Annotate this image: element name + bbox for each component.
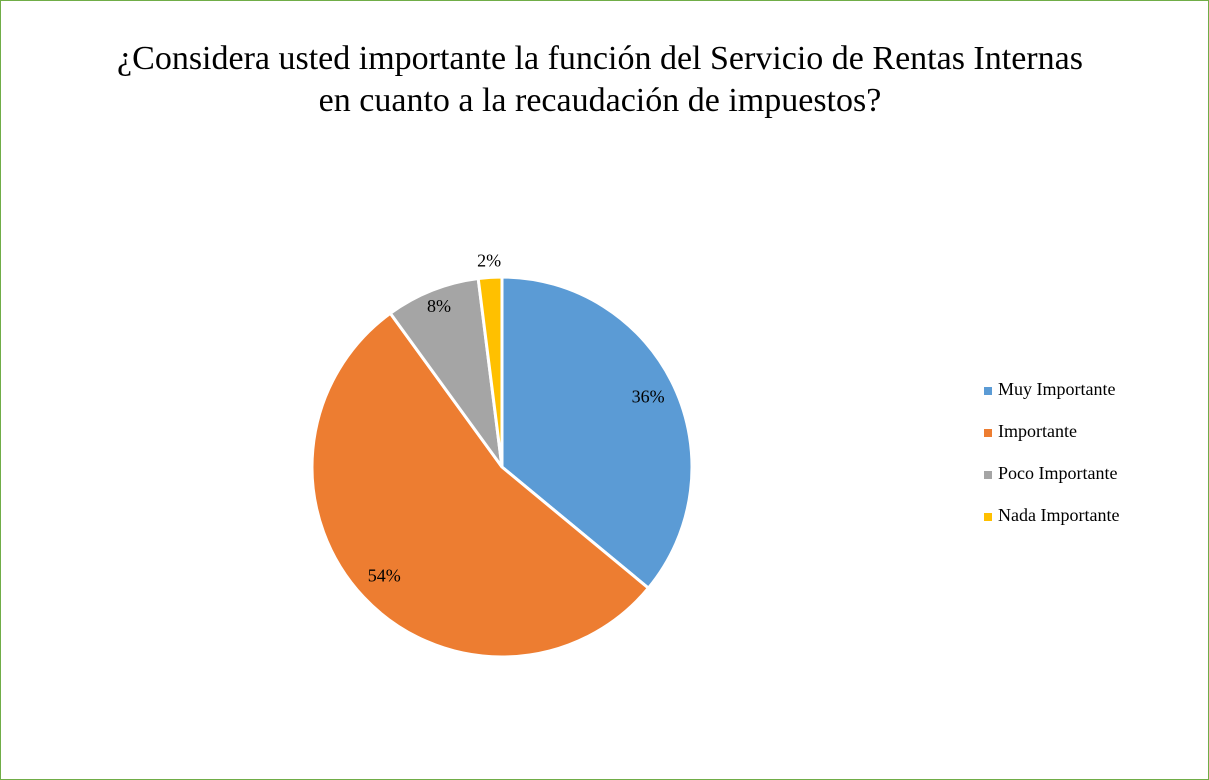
legend-label: Muy Importante: [998, 379, 1115, 399]
legend-marker: [984, 513, 992, 521]
pie-slice: [310, 311, 651, 659]
data-label: 54%: [368, 566, 401, 586]
legend-label: Nada Importante: [998, 505, 1119, 525]
pie-slice: [500, 275, 694, 591]
legend-marker: [984, 387, 992, 395]
pie-slice: [388, 276, 504, 468]
legend-marker: [984, 471, 992, 479]
legend-label: Poco Importante: [998, 463, 1117, 483]
legend-marker: [984, 429, 992, 437]
pie-slice: [476, 275, 504, 468]
data-label: 8%: [427, 296, 451, 316]
legend-label: Importante: [998, 421, 1077, 441]
data-label: 2%: [477, 250, 501, 270]
chart-title: ¿Considera usted importante la función d…: [117, 40, 1083, 119]
data-label: 36%: [632, 386, 665, 406]
